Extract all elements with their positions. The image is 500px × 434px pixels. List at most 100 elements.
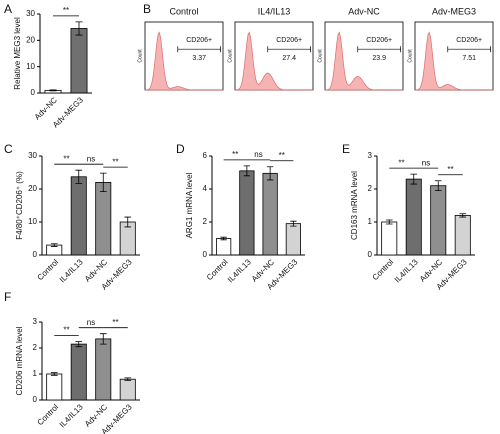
panel-title: Adv-MEG3: [432, 6, 476, 16]
panel-label: C: [4, 142, 13, 156]
bar: [216, 238, 232, 256]
significance-label: ns: [87, 154, 95, 163]
error-bar: [266, 166, 274, 181]
gate-value: 7.51: [462, 55, 476, 62]
x-tick-label: IL4/IL13: [226, 257, 253, 284]
error-bar: [124, 216, 132, 228]
gate-value: 3.37: [192, 55, 206, 62]
error-bar: [459, 213, 467, 218]
panel-title: Adv-NC: [348, 6, 380, 16]
gate-label: CD206+: [456, 37, 482, 44]
y-tick-label: 2: [203, 217, 208, 226]
bar: [70, 28, 88, 94]
histogram: [234, 31, 313, 91]
significance-label: ns: [87, 318, 95, 327]
error-bar: [290, 220, 297, 227]
y-tick-label: 20: [26, 35, 35, 44]
x-tick-label: IL4/IL13: [58, 257, 85, 284]
y-axis-title: Count: [407, 49, 413, 63]
bar: [46, 373, 63, 401]
x-tick-label: Control: [36, 402, 61, 427]
y-tick-label: 2: [368, 184, 373, 193]
panel-label: E: [342, 142, 350, 156]
x-tick-label: Control: [36, 257, 61, 282]
bar: [119, 378, 136, 401]
y-tick-label: 1: [368, 217, 373, 226]
error-bar: [243, 165, 251, 177]
y-tick-label: 0: [33, 250, 38, 259]
panel-title: Control: [169, 6, 198, 16]
bar: [285, 223, 301, 256]
x-tick-label: Control: [371, 257, 396, 282]
panel-label: B: [143, 2, 151, 16]
y-tick-label: 20: [28, 184, 37, 193]
significance-label: **: [63, 154, 69, 163]
significance-label: **: [112, 157, 118, 166]
significance-label: **: [279, 151, 285, 160]
bar: [95, 338, 112, 401]
y-axis-title: Relative MEG3 level: [13, 17, 22, 90]
y-tick-label: 2: [33, 343, 38, 352]
y-tick-label: 4: [203, 184, 208, 193]
gate: [447, 46, 492, 53]
histogram: [144, 31, 223, 91]
bar: [430, 185, 447, 256]
y-tick-label: 1: [33, 369, 38, 378]
error-bar: [50, 372, 58, 376]
gate-label: CD206+: [186, 37, 212, 44]
bar: [381, 221, 398, 256]
x-tick-label: IL4/IL13: [393, 257, 420, 284]
significance-label: ns: [422, 158, 430, 167]
error-bar: [50, 243, 58, 247]
error-bar: [410, 173, 418, 185]
y-tick-label: 0: [368, 250, 373, 259]
bar: [405, 178, 422, 256]
y-axis-title: ARG1 mRNA level: [185, 172, 194, 238]
y-tick-label: 0: [31, 88, 36, 97]
histogram: [414, 31, 493, 91]
y-axis-title: CD206 mRNA level: [15, 326, 24, 395]
panel-label: D: [176, 142, 185, 156]
y-axis-title: Count: [137, 49, 143, 63]
gate-value: 23.9: [372, 55, 386, 62]
error-bar: [124, 377, 132, 381]
y-tick-label: 10: [26, 62, 35, 71]
error-bar: [75, 169, 83, 184]
y-axis-title: CD163 mRNA level: [350, 171, 359, 240]
error-bar: [99, 333, 107, 345]
gate-label: CD206+: [366, 37, 392, 44]
y-tick-label: 3: [33, 317, 38, 326]
gate-label: CD206+: [276, 37, 302, 44]
bar: [95, 181, 112, 256]
bar: [70, 176, 87, 256]
bar: [70, 343, 87, 401]
error-bar: [385, 219, 393, 225]
significance-label: **: [63, 6, 69, 15]
histogram: [324, 31, 403, 91]
significance-label: **: [112, 318, 118, 327]
panel-label: F: [4, 290, 11, 304]
bar: [454, 214, 471, 256]
y-tick-label: 0: [33, 395, 38, 404]
error-bar: [75, 341, 83, 348]
panel-title: IL4/IL13: [258, 6, 291, 16]
y-axis-title: F4/80⁺CD206⁺ (%): [15, 171, 24, 240]
y-tick-label: 10: [28, 217, 37, 226]
gate-value: 27.4: [282, 55, 296, 62]
y-axis-title: Count: [227, 49, 233, 63]
y-tick-label: 30: [28, 151, 37, 160]
error-bar: [75, 21, 83, 36]
gate: [267, 46, 312, 53]
error-bar: [434, 180, 442, 192]
y-axis-title: Count: [317, 49, 323, 63]
significance-label: **: [447, 165, 453, 174]
y-tick-label: 0: [203, 250, 208, 259]
bar: [239, 170, 255, 256]
significance-label: ns: [254, 150, 262, 159]
gate: [357, 46, 402, 53]
gate: [177, 46, 222, 53]
y-tick-label: 6: [203, 151, 208, 160]
error-bar: [220, 236, 227, 241]
bar: [262, 172, 278, 256]
